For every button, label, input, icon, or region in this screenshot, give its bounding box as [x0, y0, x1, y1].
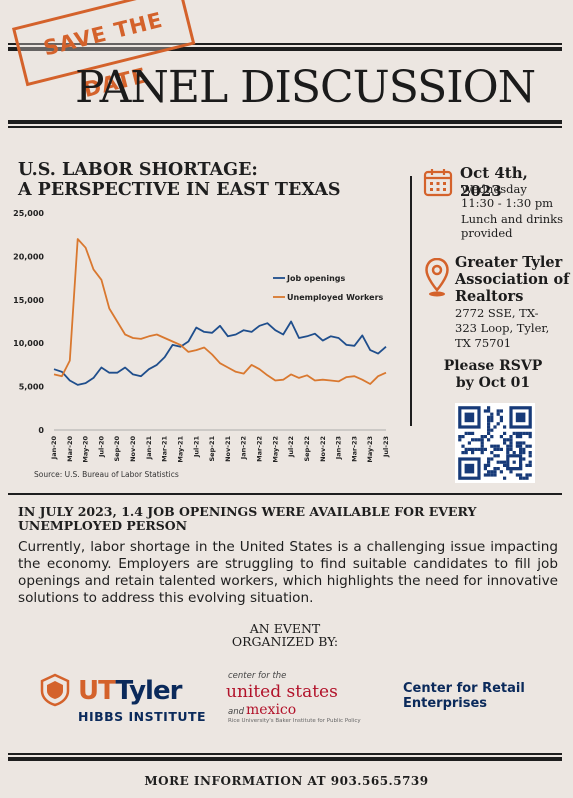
ut-suffix: Tyler — [115, 676, 182, 706]
x-tick-label: May-23 — [366, 436, 374, 463]
cusm-sub: Rice University's Baker Institute for Pu… — [228, 718, 361, 724]
legend-label: Unemployed Workers — [287, 293, 384, 302]
event-venue: Greater Tyler Association of Realtors — [455, 254, 570, 305]
x-tick-label: Jul-20 — [97, 436, 105, 458]
headline: U.S. LABOR SHORTAGE: A PERSPECTIVE IN EA… — [18, 160, 340, 200]
top-rule-thin — [8, 43, 562, 45]
series-line-unemployed-workers — [53, 238, 387, 385]
event-date: Oct 4th, 2023 — [460, 164, 528, 200]
y-tick-label: 25,000 — [13, 209, 44, 218]
page-title: PANEL DISCUSSION — [75, 62, 536, 113]
x-tick-label: May-22 — [271, 436, 279, 463]
stat-heading: IN JULY 2023, 1.4 JOB OPENINGS WERE AVAI… — [18, 504, 477, 533]
cusm-main: united states — [226, 682, 338, 702]
event-address: 2772 SSE, TX-323 Loop, Tyler, TX 75701 — [455, 306, 550, 350]
ut-tyler-seal-icon — [40, 673, 70, 707]
title-rule-thick — [8, 120, 562, 124]
x-tick-label: May-21 — [176, 436, 184, 463]
x-tick-label: Nov-20 — [129, 436, 137, 462]
y-tick-label: 10,000 — [13, 339, 44, 348]
body-paragraph: Currently, labor shortage in the United … — [18, 539, 558, 606]
calendar-icon — [423, 169, 453, 197]
x-tick-label: Jan-20 — [50, 436, 58, 461]
x-tick-label: Nov-21 — [224, 436, 232, 462]
y-tick-label: 0 — [38, 426, 44, 435]
cusm-and: and — [228, 707, 244, 717]
x-tick-label: Sep-22 — [303, 436, 311, 462]
footer-rule-thick — [8, 757, 562, 761]
x-tick-label: Sep-21 — [208, 436, 216, 462]
labor-chart: 0 5,000 10,000 15,000 20,000 25,000 Jan-20 Mar-… — [13, 209, 390, 463]
cusm-mexico-line: and mexico — [228, 702, 296, 718]
series-line-job-openings — [53, 320, 387, 386]
x-tick-label: Jul-21 — [192, 436, 200, 458]
center-retail-enterprises: Center for Retail Enterprises — [403, 681, 525, 711]
y-tick-label: 5,000 — [19, 383, 45, 392]
x-tick-label: Jul-23 — [382, 436, 390, 458]
title-rule-thin — [8, 126, 562, 128]
x-tick-label: Nov-22 — [319, 436, 327, 462]
top-rule-thick — [8, 47, 562, 51]
chart-source: Source: U.S. Bureau of Labor Statistics — [34, 470, 179, 479]
x-tick-label: Jan-22 — [240, 436, 248, 460]
footer-rule-thin — [8, 753, 562, 755]
y-tick-label: 20,000 — [13, 252, 44, 261]
organized-by-line-2: ORGANIZED BY: — [231, 634, 339, 649]
x-tick-label: Sep-20 — [113, 436, 121, 462]
map-pin-icon — [425, 258, 449, 297]
x-tick-label: Mar-22 — [256, 436, 264, 462]
mid-rule — [8, 493, 562, 495]
x-tick-label: May-20 — [82, 436, 90, 463]
ut-prefix: UT — [78, 676, 116, 706]
sidebar-divider — [410, 176, 412, 426]
cusm-mexico: mexico — [246, 702, 297, 718]
ut-tyler-logo: UTTyler — [78, 676, 182, 706]
x-tick-label: Mar-20 — [66, 436, 74, 462]
x-tick-label: Mar-23 — [350, 436, 358, 462]
x-tick-label: Jul-22 — [287, 436, 295, 458]
headline-line-1: U.S. LABOR SHORTAGE: — [18, 160, 258, 180]
organized-by-line-1: AN EVENT — [249, 621, 321, 636]
event-time: 11:30 - 1:30 pm — [461, 196, 554, 210]
x-tick-label: Mar-21 — [161, 436, 169, 462]
y-tick-label: 15,000 — [13, 296, 44, 305]
x-tick-label: Jan-21 — [145, 436, 153, 461]
hibbs-institute: HIBBS INSTITUTE — [78, 709, 207, 724]
legend-label: Job openings — [286, 274, 345, 283]
footer-contact: MORE INFORMATION AT 903.565.5739 — [144, 774, 429, 788]
cusm-top: center for the — [228, 671, 287, 681]
qr-code[interactable] — [455, 403, 535, 483]
x-tick-label: Jan-23 — [335, 436, 343, 460]
rsvp-text: Please RSVP by Oct 01 — [443, 358, 543, 391]
event-lunch: Lunch and drinks provided — [461, 212, 564, 240]
event-day: Wednesday — [461, 182, 527, 196]
headline-line-2: A PERSPECTIVE IN EAST TEXAS — [18, 180, 341, 200]
